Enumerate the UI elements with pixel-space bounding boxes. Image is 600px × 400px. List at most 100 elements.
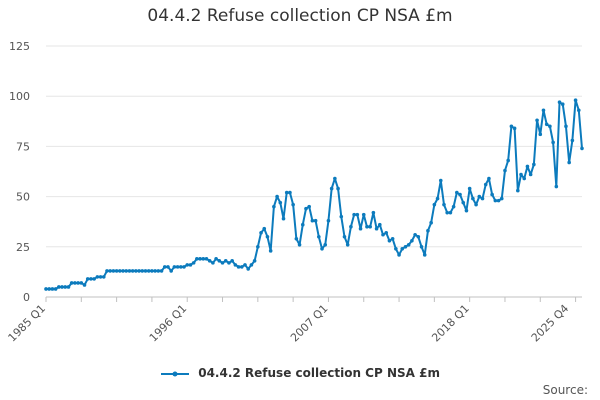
data-point[interactable] — [493, 198, 498, 203]
data-point[interactable] — [403, 245, 408, 249]
data-point[interactable] — [143, 269, 148, 273]
data-point[interactable] — [336, 186, 340, 191]
data-point[interactable] — [406, 242, 411, 247]
data-point[interactable] — [198, 257, 202, 261]
data-point[interactable] — [175, 265, 180, 269]
data-point[interactable] — [516, 188, 520, 193]
data-point[interactable] — [429, 220, 433, 225]
data-point[interactable] — [111, 269, 116, 273]
data-point[interactable] — [374, 226, 379, 231]
data-point[interactable] — [63, 285, 68, 289]
data-point[interactable] — [509, 124, 514, 129]
data-point[interactable] — [461, 200, 466, 205]
data-point[interactable] — [60, 285, 64, 289]
data-point[interactable] — [352, 212, 356, 217]
data-point[interactable] — [252, 259, 257, 263]
data-point[interactable] — [567, 160, 571, 165]
data-point[interactable] — [580, 146, 584, 151]
data-point[interactable] — [230, 259, 234, 263]
data-point[interactable] — [445, 210, 449, 215]
data-point[interactable] — [394, 247, 398, 251]
data-point[interactable] — [333, 176, 337, 181]
data-point[interactable] — [291, 202, 295, 207]
data-point[interactable] — [432, 202, 437, 207]
data-point[interactable] — [451, 204, 456, 209]
data-point[interactable] — [82, 283, 87, 287]
data-point[interactable] — [223, 259, 228, 263]
data-point[interactable] — [554, 184, 559, 189]
data-point[interactable] — [358, 226, 363, 231]
data-point[interactable] — [98, 275, 103, 279]
data-point[interactable] — [118, 269, 122, 273]
data-point[interactable] — [121, 269, 125, 273]
data-point[interactable] — [326, 218, 331, 223]
data-point[interactable] — [320, 247, 324, 251]
data-point[interactable] — [188, 263, 193, 267]
data-point[interactable] — [474, 202, 478, 207]
data-point[interactable] — [361, 212, 366, 217]
data-point[interactable] — [134, 269, 138, 273]
data-point[interactable] — [243, 263, 247, 267]
data-point[interactable] — [137, 269, 141, 273]
legend[interactable]: 04.4.2 Refuse collection CP NSA £m — [0, 366, 600, 380]
data-point[interactable] — [487, 176, 491, 181]
data-point[interactable] — [413, 232, 417, 237]
data-point[interactable] — [490, 192, 494, 197]
data-point[interactable] — [57, 285, 61, 289]
data-point[interactable] — [349, 224, 353, 229]
data-point[interactable] — [153, 269, 157, 273]
data-point[interactable] — [259, 230, 263, 235]
data-point[interactable] — [525, 164, 530, 169]
data-point[interactable] — [85, 277, 90, 281]
data-point[interactable] — [281, 216, 286, 221]
data-point[interactable] — [506, 158, 510, 163]
data-point[interactable] — [317, 234, 321, 239]
data-point[interactable] — [313, 218, 318, 223]
data-point[interactable] — [387, 238, 392, 243]
data-point[interactable] — [419, 245, 424, 249]
data-point[interactable] — [535, 118, 539, 123]
data-point[interactable] — [304, 206, 308, 211]
data-point[interactable] — [499, 196, 504, 201]
data-point[interactable] — [307, 204, 311, 209]
data-point[interactable] — [179, 265, 183, 269]
data-point[interactable] — [576, 108, 581, 113]
data-point[interactable] — [169, 269, 173, 273]
data-point[interactable] — [573, 98, 578, 103]
data-point[interactable] — [570, 138, 575, 143]
data-point[interactable] — [548, 124, 552, 129]
data-point[interactable] — [47, 287, 52, 291]
data-point[interactable] — [371, 210, 376, 215]
data-point[interactable] — [249, 263, 254, 267]
data-point[interactable] — [195, 257, 199, 261]
data-point[interactable] — [442, 202, 446, 207]
data-point[interactable] — [538, 132, 543, 137]
data-point[interactable] — [477, 194, 482, 199]
data-point[interactable] — [217, 259, 222, 263]
data-point[interactable] — [233, 263, 238, 267]
data-point[interactable] — [150, 269, 154, 273]
data-point[interactable] — [214, 257, 218, 261]
data-point[interactable] — [191, 261, 196, 265]
data-point[interactable] — [204, 257, 209, 261]
data-point[interactable] — [323, 242, 328, 247]
data-point[interactable] — [365, 224, 369, 229]
data-point[interactable] — [50, 287, 55, 291]
data-point[interactable] — [368, 224, 372, 229]
data-point[interactable] — [130, 269, 135, 273]
data-point[interactable] — [464, 208, 469, 213]
data-point[interactable] — [448, 210, 453, 215]
data-point[interactable] — [140, 269, 145, 273]
data-point[interactable] — [239, 265, 244, 269]
data-point[interactable] — [69, 281, 74, 285]
data-point[interactable] — [95, 275, 100, 279]
data-point[interactable] — [44, 287, 48, 291]
data-point[interactable] — [236, 265, 241, 269]
data-point[interactable] — [201, 257, 206, 261]
data-point[interactable] — [381, 232, 385, 237]
data-point[interactable] — [79, 281, 84, 285]
data-point[interactable] — [220, 261, 225, 265]
data-point[interactable] — [512, 126, 517, 131]
data-point[interactable] — [410, 238, 414, 243]
data-point[interactable] — [268, 249, 273, 253]
